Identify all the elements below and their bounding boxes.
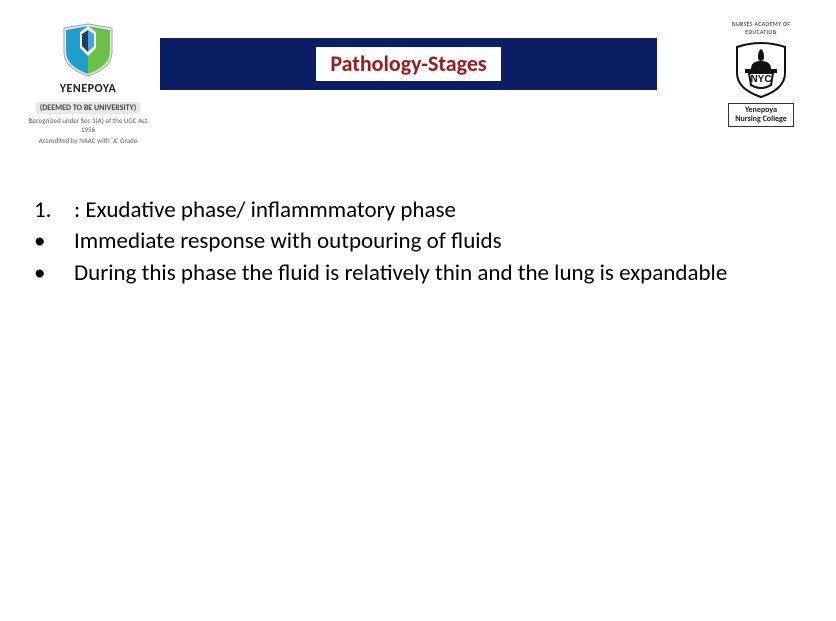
list-text: Immediate response with outpouring of fl…: [74, 227, 806, 256]
list-text: : Exudative phase/ inflammmatory phase: [74, 196, 806, 225]
lamp-shield-icon: NYC: [731, 39, 791, 99]
slide: YENEPOYA (DEEMED TO BE UNIVERSITY) Recog…: [0, 0, 836, 621]
list-marker: 1.: [34, 196, 74, 225]
bullet-icon: •: [34, 259, 74, 288]
logo-right-emblem: NYC: [731, 39, 791, 99]
logo-left-word: YENEPOYA: [28, 82, 148, 96]
list-item: • During this phase the fluid is relativ…: [34, 259, 806, 288]
logo-left-small1: Recognized under Sec 3(A) of the UGC Act…: [28, 117, 148, 135]
logo-right: NURSES ACADEMY OF EDUCATION NYC Yenepoya…: [716, 20, 806, 127]
list-text: During this phase the fluid is relativel…: [74, 259, 806, 288]
svg-text:NYC: NYC: [750, 74, 771, 85]
logo-left-mark: [60, 22, 116, 78]
shield-icon: [60, 22, 116, 78]
logo-right-caption: Yenepoya Nursing College: [728, 103, 794, 127]
body-content: 1. : Exudative phase/ inflammmatory phas…: [34, 196, 806, 290]
list-item: 1. : Exudative phase/ inflammmatory phas…: [34, 196, 806, 225]
logo-left-tagline: (DEEMED TO BE UNIVERSITY): [36, 102, 140, 114]
list-item: • Immediate response with outpouring of …: [34, 227, 806, 256]
title-text: Pathology-Stages: [316, 47, 500, 81]
title-bar: Pathology-Stages: [160, 38, 657, 90]
logo-right-topline: NURSES ACADEMY OF EDUCATION: [716, 20, 806, 36]
logo-left: YENEPOYA (DEEMED TO BE UNIVERSITY) Recog…: [28, 22, 148, 145]
logo-right-caption-line2: Nursing College: [735, 114, 787, 124]
logo-left-small2: Accredited by NAAC with 'A' Grade: [28, 137, 148, 146]
bullet-icon: •: [34, 227, 74, 256]
